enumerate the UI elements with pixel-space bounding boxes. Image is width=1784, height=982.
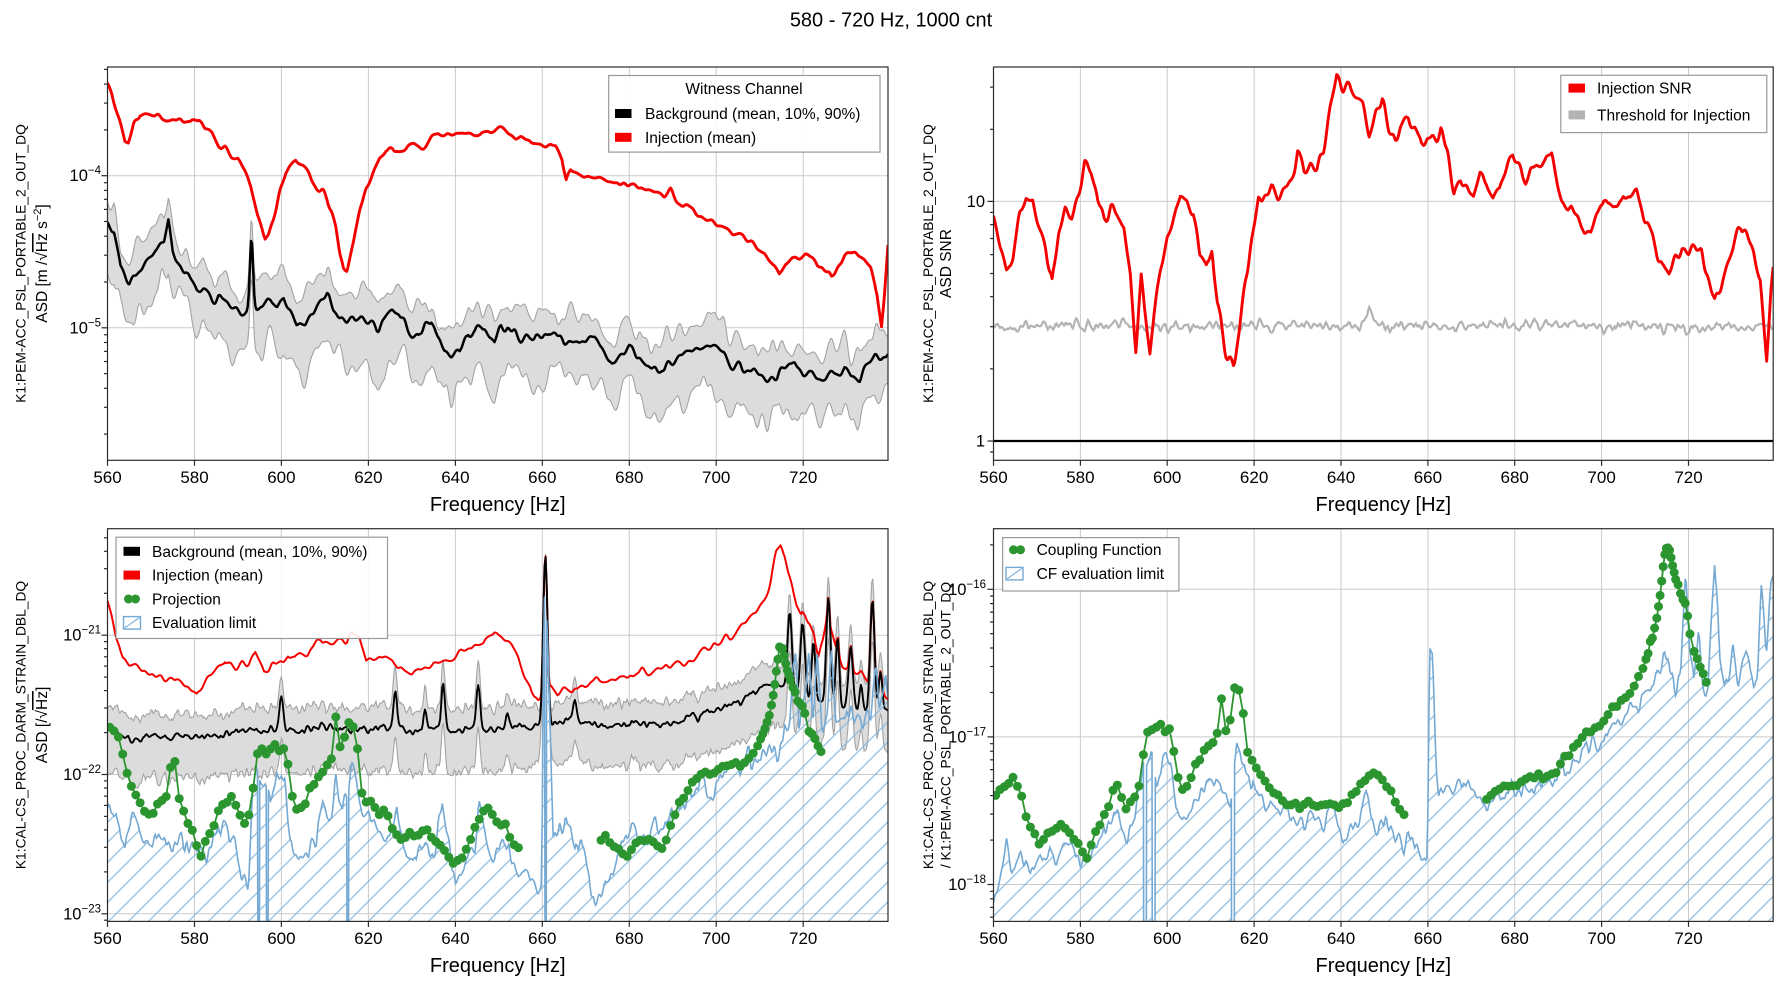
svg-text:K1:PEM-ACC_PSL_PORTABLE_2_OUT_: K1:PEM-ACC_PSL_PORTABLE_2_OUT_DQ — [921, 124, 936, 403]
svg-text:560: 560 — [93, 468, 121, 487]
svg-text:K1:CAL-CS_PROC_DARM_STRAIN_DBL: K1:CAL-CS_PROC_DARM_STRAIN_DBL_DQ — [921, 581, 936, 870]
svg-text:660: 660 — [1414, 929, 1442, 948]
svg-text:1: 1 — [976, 433, 985, 451]
svg-text:700: 700 — [702, 468, 730, 487]
svg-text:Frequency [Hz]: Frequency [Hz] — [430, 955, 566, 977]
svg-text:Frequency [Hz]: Frequency [Hz] — [430, 494, 566, 516]
svg-text:680: 680 — [615, 468, 643, 487]
svg-text:660: 660 — [528, 929, 556, 948]
svg-text:10−21: 10−21 — [63, 625, 101, 645]
svg-text:560: 560 — [979, 468, 1007, 487]
svg-text:680: 680 — [1501, 468, 1529, 487]
svg-text:ASD SNR: ASD SNR — [938, 229, 955, 298]
svg-text:10−17: 10−17 — [948, 726, 986, 746]
svg-text:580: 580 — [1066, 929, 1094, 948]
svg-text:600: 600 — [1153, 929, 1181, 948]
svg-text:10−18: 10−18 — [948, 874, 986, 894]
svg-text:Projection: Projection — [152, 591, 221, 608]
svg-text:560: 560 — [979, 929, 1007, 948]
svg-text:700: 700 — [1587, 468, 1615, 487]
svg-text:620: 620 — [354, 929, 382, 948]
svg-text:ASD [m /√Hz s−2]: ASD [m /√Hz s−2] — [32, 204, 51, 322]
svg-text:Injection (mean): Injection (mean) — [645, 130, 756, 147]
svg-text:10−22: 10−22 — [63, 764, 101, 784]
svg-text:Threshold for Injection: Threshold for Injection — [1597, 107, 1750, 124]
svg-text:700: 700 — [702, 929, 730, 948]
svg-text:K1:PEM-ACC_PSL_PORTABLE_2_OUT_: K1:PEM-ACC_PSL_PORTABLE_2_OUT_DQ — [14, 124, 29, 403]
svg-text:ASD [/√Hz]: ASD [/√Hz] — [34, 687, 51, 764]
svg-text:Injection (mean): Injection (mean) — [152, 568, 263, 585]
svg-text:640: 640 — [441, 468, 469, 487]
svg-text:K1:CAL-CS_PROC_DARM_STRAIN_DBL: K1:CAL-CS_PROC_DARM_STRAIN_DBL_DQ — [14, 581, 29, 870]
svg-text:620: 620 — [1240, 468, 1268, 487]
svg-text:680: 680 — [615, 929, 643, 948]
svg-text:620: 620 — [1240, 929, 1268, 948]
svg-text:Frequency [Hz]: Frequency [Hz] — [1315, 955, 1451, 977]
svg-text:Injection SNR: Injection SNR — [1597, 81, 1692, 98]
svg-text:640: 640 — [441, 929, 469, 948]
svg-text:640: 640 — [1327, 468, 1355, 487]
svg-text:720: 720 — [1674, 929, 1702, 948]
svg-text:Coupling Function: Coupling Function — [1037, 542, 1162, 559]
svg-text:660: 660 — [1414, 468, 1442, 487]
svg-text:/ K1:PEM-ACC_PSL_PORTABLE_2_OU: / K1:PEM-ACC_PSL_PORTABLE_2_OUT_DQ — [939, 582, 954, 869]
svg-text:Background (mean, 10%, 90%): Background (mean, 10%, 90%) — [645, 106, 860, 123]
svg-text:Background (mean, 10%, 90%): Background (mean, 10%, 90%) — [152, 544, 367, 561]
svg-text:600: 600 — [267, 468, 295, 487]
svg-text:Witness Channel: Witness Channel — [685, 81, 802, 98]
svg-text:10−16: 10−16 — [948, 579, 986, 599]
svg-text:10−4: 10−4 — [70, 165, 102, 185]
svg-text:600: 600 — [267, 929, 295, 948]
svg-text:560: 560 — [93, 929, 121, 948]
svg-text:10−5: 10−5 — [70, 317, 101, 337]
svg-text:10: 10 — [967, 193, 985, 211]
svg-text:580: 580 — [1066, 468, 1094, 487]
svg-text:580 - 720 Hz, 1000 cnt: 580 - 720 Hz, 1000 cnt — [790, 10, 993, 32]
svg-text:580: 580 — [180, 929, 208, 948]
svg-text:Evaluation limit: Evaluation limit — [152, 615, 257, 632]
svg-text:720: 720 — [1674, 468, 1702, 487]
svg-text:720: 720 — [789, 468, 817, 487]
svg-text:720: 720 — [789, 929, 817, 948]
svg-text:680: 680 — [1501, 929, 1529, 948]
svg-text:580: 580 — [180, 468, 208, 487]
svg-text:Frequency [Hz]: Frequency [Hz] — [1315, 494, 1451, 516]
svg-text:620: 620 — [354, 468, 382, 487]
svg-text:CF evaluation limit: CF evaluation limit — [1037, 566, 1165, 583]
svg-text:640: 640 — [1327, 929, 1355, 948]
svg-text:700: 700 — [1587, 929, 1615, 948]
svg-text:660: 660 — [528, 468, 556, 487]
svg-text:10−23: 10−23 — [63, 903, 101, 923]
svg-text:600: 600 — [1153, 468, 1181, 487]
